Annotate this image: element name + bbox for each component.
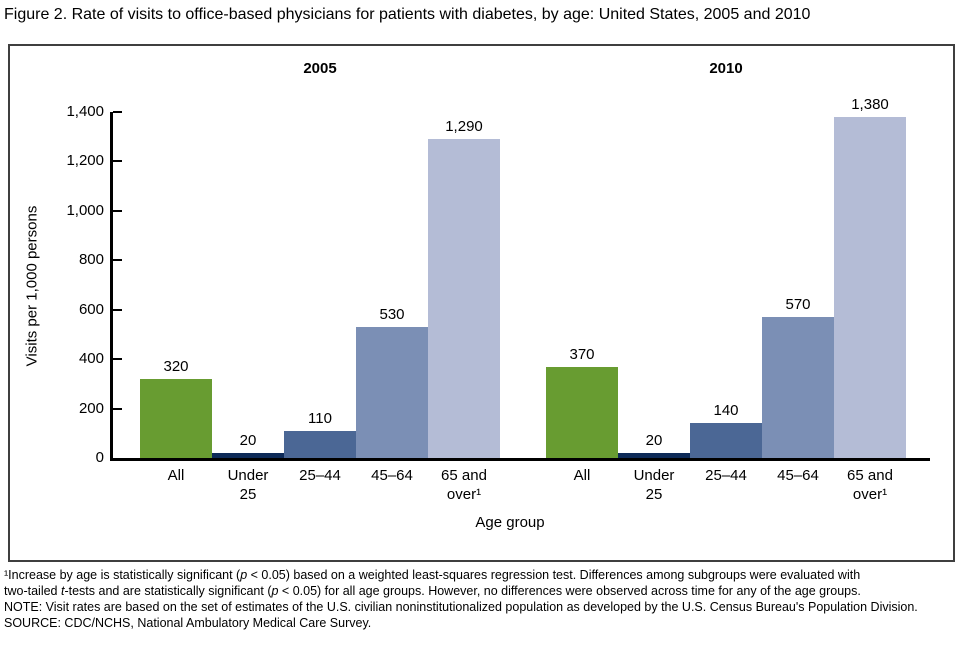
y-tick-label: 1,200 (66, 152, 104, 170)
x-tick-label: 45–64 (371, 467, 413, 484)
bar-2010-0 (546, 367, 618, 458)
bar-2005-1 (212, 453, 284, 458)
bar-2005-3 (356, 327, 428, 458)
chart-frame: 2005 2010 Visits per 1,000 persons 0 200 4… (8, 44, 955, 562)
bar-value-label: 370 (569, 346, 595, 363)
x-tick-label: All (573, 467, 591, 484)
y-axis-line (110, 112, 113, 461)
y-tick-label: 400 (78, 350, 104, 368)
y-tick-label: 800 (78, 251, 104, 269)
bar-value-label: 320 (163, 358, 189, 375)
y-axis-title: Visits per 1,000 persons (23, 205, 41, 367)
x-tick-label: 25–44 (299, 467, 341, 484)
x-tick-label: Under 25 (633, 467, 675, 503)
y-axis-tick (113, 407, 122, 410)
y-tick-label: 600 (78, 300, 104, 318)
x-tick-label: Under 25 (227, 467, 269, 503)
y-axis-tick (113, 259, 122, 262)
bar-2010-3 (762, 317, 834, 458)
bar-value-label: 110 (308, 410, 332, 427)
bar-2010-1 (618, 453, 690, 458)
bar-value-label: 20 (239, 432, 257, 449)
y-axis-tick (113, 111, 122, 113)
bar-2010-2 (690, 423, 762, 458)
y-axis-tick (113, 308, 122, 311)
bar-value-label: 1,290 (445, 118, 483, 135)
bar-2005-2 (284, 431, 356, 458)
footnote-line: NOTE: Visit rates are based on the set o… (4, 600, 918, 614)
x-tick-label: 25–44 (705, 467, 747, 484)
x-axis-line (110, 458, 930, 461)
x-tick-label: All (167, 467, 185, 484)
figure-title: Figure 2. Rate of visits to office-based… (4, 6, 811, 23)
footnote-line: SOURCE: CDC/NCHS, National Ambulatory Me… (4, 616, 372, 630)
y-tick-label: 1,000 (66, 201, 104, 219)
y-tick-label: 0 (95, 449, 104, 466)
x-axis-title: Age group (475, 514, 545, 531)
y-tick-label: 200 (78, 399, 104, 417)
footnote-line: ¹Increase by age is statistically signif… (4, 568, 861, 582)
bar-value-label: 1,380 (851, 96, 889, 113)
bar-value-label: 570 (785, 296, 811, 313)
bar-2010-4 (834, 117, 906, 458)
bar-value-label: 530 (379, 306, 405, 323)
bar-2005-0 (140, 379, 212, 458)
x-tick-label: 65 and over¹ (441, 467, 487, 503)
y-axis-tick (113, 358, 122, 361)
bar-2005-4 (428, 139, 500, 458)
footnotes: ¹Increase by age is statistically signif… (4, 567, 959, 631)
footnote-line: two-tailed t-tests and are statistically… (4, 584, 861, 598)
bar-value-label: 140 (713, 402, 739, 419)
group-label-2010: 2010 (709, 60, 743, 77)
x-tick-label: 45–64 (777, 467, 819, 484)
y-axis-tick (113, 160, 122, 163)
x-tick-label: 65 and over¹ (847, 467, 893, 503)
y-tick-label: 1,400 (66, 103, 104, 120)
y-axis-tick (113, 209, 122, 212)
group-label-2005: 2005 (303, 60, 337, 77)
bar-value-label: 20 (645, 432, 663, 449)
